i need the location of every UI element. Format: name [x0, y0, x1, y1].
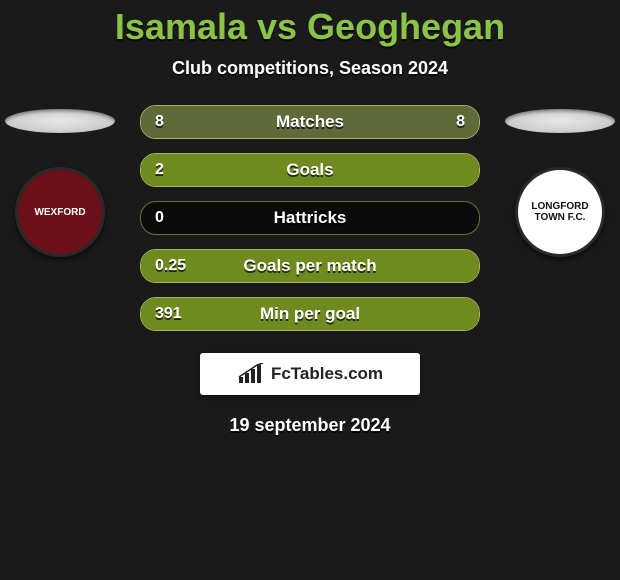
- brand-name: FcTables.com: [271, 364, 383, 384]
- right-club-badge: LONGFORD TOWN F.C.: [515, 167, 605, 257]
- bar-value-left: 8: [155, 113, 164, 131]
- left-player-column: WEXFORD: [0, 105, 120, 257]
- bar-label: Goals per match: [243, 256, 376, 276]
- stat-bars: 8 Matches 8 2 Goals 0 Hattricks 0.25 Goals per m…: [140, 105, 480, 331]
- bar-chart-icon: [237, 363, 265, 385]
- stat-bar: 0 Hattricks: [140, 201, 480, 235]
- left-club-badge-label: WEXFORD: [34, 207, 85, 218]
- bar-value-left: 391: [155, 305, 182, 323]
- subtitle: Club competitions, Season 2024: [0, 58, 620, 79]
- brand-logo-box: FcTables.com: [200, 353, 420, 395]
- player-shadow-left: [5, 109, 115, 133]
- bar-value-left: 2: [155, 161, 164, 179]
- bar-value-left: 0: [155, 209, 164, 227]
- bar-value-left: 0.25: [155, 257, 186, 275]
- stat-bar: 2 Goals: [140, 153, 480, 187]
- date-label: 19 september 2024: [0, 415, 620, 436]
- stat-bar: 391 Min per goal: [140, 297, 480, 331]
- bar-label: Goals: [286, 160, 333, 180]
- comparison-infographic: Isamala vs Geoghegan Club competitions, …: [0, 0, 620, 580]
- bar-value-right: 8: [456, 113, 465, 131]
- player-shadow-right: [505, 109, 615, 133]
- right-club-badge-label: LONGFORD TOWN F.C.: [518, 201, 602, 223]
- stat-bar: 8 Matches 8: [140, 105, 480, 139]
- left-club-badge: WEXFORD: [15, 167, 105, 257]
- bar-label: Hattricks: [274, 208, 347, 228]
- bar-label: Min per goal: [260, 304, 360, 324]
- stat-bar: 0.25 Goals per match: [140, 249, 480, 283]
- page-title: Isamala vs Geoghegan: [0, 0, 620, 48]
- right-player-column: LONGFORD TOWN F.C.: [500, 105, 620, 257]
- content-area: WEXFORD LONGFORD TOWN F.C. 8 Matches 8 2 Goa…: [0, 105, 620, 436]
- bar-label: Matches: [276, 112, 344, 132]
